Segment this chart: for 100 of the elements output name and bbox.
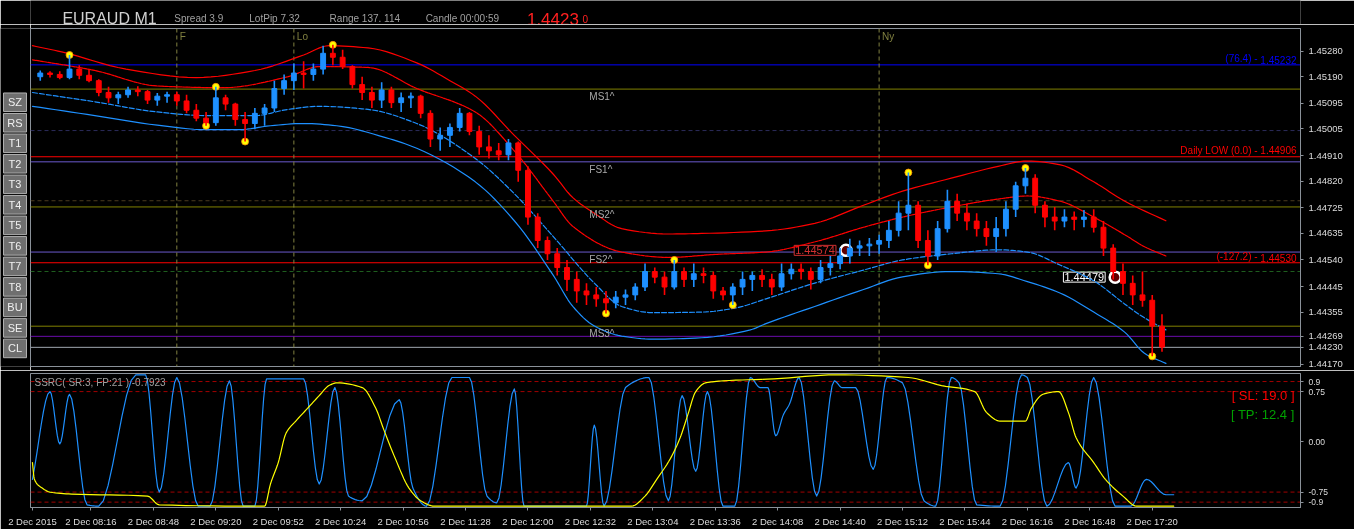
candlestick bbox=[807, 266, 814, 291]
y-tick-label: 1.44170 bbox=[1308, 358, 1343, 370]
candlestick bbox=[368, 86, 375, 109]
text: CL bbox=[7, 342, 23, 355]
candlestick bbox=[242, 111, 249, 143]
candlestick bbox=[661, 270, 668, 296]
text: LotPip 7.32 bbox=[249, 13, 301, 24]
text: T7 bbox=[8, 260, 22, 273]
x-tick-label: 2 Dec 10:56 bbox=[377, 515, 429, 527]
candlestick bbox=[1042, 200, 1048, 229]
candlestick bbox=[924, 229, 931, 267]
candlestick bbox=[505, 138, 512, 161]
candlestick bbox=[642, 262, 648, 292]
candlestick bbox=[593, 286, 600, 308]
text: Candle 00:00:59 bbox=[425, 13, 500, 24]
x-tick-label: 2 Dec 12:32 bbox=[564, 515, 617, 527]
x-tick-label: 2 Dec 08:48 bbox=[127, 515, 180, 527]
candlestick bbox=[993, 216, 1000, 253]
candlestick bbox=[759, 268, 766, 288]
x-tick-label: 2 Dec 08:16 bbox=[65, 515, 117, 527]
candlestick bbox=[437, 126, 444, 152]
candlestick bbox=[876, 234, 883, 255]
x-tick-label: 2 Dec 16:16 bbox=[1001, 515, 1053, 527]
candlestick bbox=[905, 171, 912, 232]
point bbox=[904, 168, 913, 177]
y-tick-label: 1.44910 bbox=[1308, 149, 1343, 161]
y-tick-label: -0.9 bbox=[1308, 497, 1324, 508]
candlestick bbox=[681, 266, 687, 288]
annotation: (-127.2) - bbox=[1216, 250, 1258, 262]
x-tick-label: 2 Dec 13:04 bbox=[627, 515, 679, 527]
candlestick bbox=[954, 192, 961, 222]
text: T2 bbox=[8, 157, 22, 170]
text: Range 137. 114 bbox=[329, 13, 401, 24]
candlestick bbox=[573, 270, 580, 304]
candlestick bbox=[66, 54, 73, 81]
candlestick bbox=[729, 282, 736, 306]
text: SZ bbox=[7, 96, 23, 109]
text: 0 bbox=[582, 13, 589, 25]
x-tick-label: 2 Dec 17:20 bbox=[1126, 515, 1178, 527]
y-tick-label: 1.45280 bbox=[1308, 45, 1343, 57]
candlestick bbox=[1129, 274, 1136, 306]
candlestick bbox=[837, 247, 844, 271]
candlestick bbox=[320, 44, 327, 76]
candlestick bbox=[817, 259, 824, 285]
x-tick-label: 2 Dec 2015 bbox=[8, 515, 57, 527]
candlestick bbox=[895, 200, 902, 238]
candlestick bbox=[846, 238, 853, 265]
x-tick-label: 2 Dec 12:00 bbox=[502, 515, 554, 527]
candlestick bbox=[963, 203, 970, 232]
candlestick bbox=[417, 93, 424, 119]
y-tick-label: 1.45190 bbox=[1308, 70, 1343, 82]
x-tick-label: 2 Dec 16:48 bbox=[1064, 515, 1116, 527]
point bbox=[1021, 164, 1030, 172]
candlestick bbox=[690, 262, 697, 288]
candlestick bbox=[973, 212, 980, 238]
candlestick bbox=[183, 93, 190, 115]
ref-line-label: FS1^ bbox=[589, 163, 613, 175]
annotation: 1.4423 bbox=[526, 9, 579, 29]
ref-line-label: Lo bbox=[296, 30, 309, 42]
candlestick bbox=[446, 122, 453, 148]
candlestick bbox=[1061, 208, 1068, 229]
candlestick bbox=[290, 62, 297, 91]
ref-line-label: Ny bbox=[882, 30, 895, 42]
text: T1 bbox=[8, 137, 22, 150]
candlestick bbox=[1071, 210, 1078, 232]
candlestick bbox=[1022, 167, 1029, 195]
x-tick-label: 2 Dec 14:08 bbox=[752, 515, 804, 527]
y-tick-label: -0.75 bbox=[1308, 487, 1329, 498]
candlestick bbox=[827, 255, 834, 277]
candlestick bbox=[544, 235, 551, 261]
x-tick-label: 2 Dec 14:40 bbox=[814, 515, 866, 527]
chart-title: EURAUD M1 bbox=[62, 10, 157, 27]
candlestick bbox=[281, 73, 288, 96]
text: RS bbox=[7, 116, 23, 129]
candlestick bbox=[778, 262, 785, 292]
text: SE bbox=[7, 321, 23, 334]
x-tick-label: 2 Dec 10:24 bbox=[315, 515, 367, 527]
y-tick-label: 1.44355 bbox=[1308, 306, 1343, 318]
x-tick-label: 2 Dec 13:36 bbox=[689, 515, 741, 527]
text: T6 bbox=[8, 239, 22, 252]
y-tick-label: 1.44635 bbox=[1308, 227, 1343, 239]
candlestick bbox=[583, 282, 590, 306]
x-tick-label: 2 Dec 11:28 bbox=[440, 515, 491, 527]
x-tick-label: 2 Dec 09:52 bbox=[252, 515, 304, 527]
candlestick bbox=[1139, 270, 1146, 308]
text: BU bbox=[7, 301, 23, 314]
candlestick bbox=[1081, 209, 1087, 229]
x-tick-label: 2 Dec 15:44 bbox=[939, 515, 991, 527]
annotation: [ SL: 19.0 ] bbox=[1231, 387, 1295, 403]
text: T3 bbox=[8, 178, 22, 191]
text: T8 bbox=[8, 280, 22, 293]
y-tick-label: 1.44445 bbox=[1308, 280, 1343, 292]
annotation: 1.44574 bbox=[795, 244, 835, 257]
x-tick-label: 2 Dec 09:20 bbox=[190, 515, 242, 527]
y-tick-label: 1.45095 bbox=[1308, 97, 1343, 109]
annotation: [ TP: 12.4 ] bbox=[1230, 406, 1295, 422]
ref-line-label: 1.44530 bbox=[1260, 252, 1297, 264]
candlestick bbox=[739, 270, 746, 296]
y-tick-label: 0.9 bbox=[1308, 376, 1321, 387]
y-tick-label: 1.45005 bbox=[1308, 122, 1343, 134]
